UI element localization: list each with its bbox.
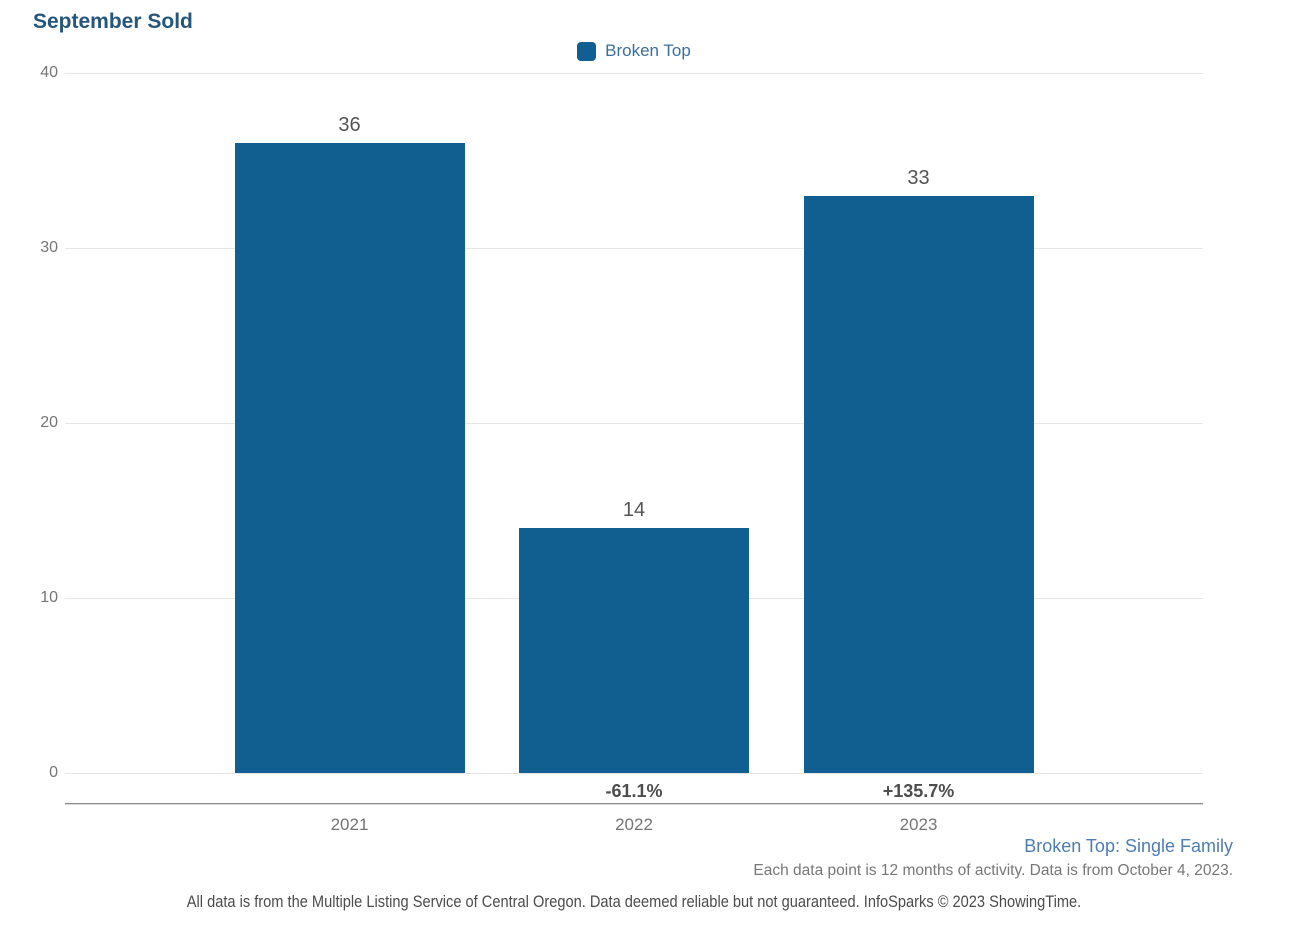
x-axis-tick-label-2022: 2022 — [615, 815, 653, 834]
legend-label: Broken Top — [605, 41, 691, 60]
gridline — [65, 773, 1203, 774]
bar-2022[interactable] — [519, 528, 749, 773]
x-axis-line — [65, 803, 1203, 805]
gridline — [65, 73, 1203, 74]
y-axis-tick-label: 10 — [40, 589, 58, 606]
y-axis-tick-label: 40 — [40, 64, 58, 81]
y-axis-tick-label: 30 — [40, 239, 58, 256]
data-note: Each data point is 12 months of activity… — [753, 862, 1233, 879]
disclaimer-wrap: All data is from the Multiple Listing Se… — [65, 892, 1203, 912]
gridline — [65, 248, 1203, 249]
plot-area: 36 2021 14 -61.1% 2022 33 +135.7% 2023 — [65, 73, 1203, 834]
value-label-2021: 36 — [338, 114, 361, 136]
y-axis-tick-label: 20 — [40, 414, 58, 431]
value-label-2023: 33 — [907, 166, 930, 189]
series-note: Broken Top: Single Family — [1024, 836, 1233, 856]
chart-title: September Sold — [33, 10, 193, 33]
bar-2021[interactable] — [234, 143, 465, 773]
legend[interactable]: Broken Top — [65, 41, 1203, 61]
gridline — [65, 423, 1203, 424]
y-axis-labels: 0 10 20 30 40 — [0, 64, 58, 781]
bar-2023[interactable] — [803, 195, 1034, 773]
pct-change-label-2022: -61.1% — [605, 781, 663, 801]
x-axis-tick-label-2023: 2023 — [899, 815, 938, 834]
pct-change-label-2023: +135.7% — [882, 781, 955, 801]
legend-swatch-icon — [577, 41, 597, 61]
disclaimer: All data is from the Multiple Listing Se… — [186, 892, 1082, 911]
x-axis-tick-label-2021: 2021 — [330, 815, 369, 834]
value-label-2022: 14 — [622, 499, 646, 521]
y-axis-tick-label: 0 — [49, 764, 58, 781]
